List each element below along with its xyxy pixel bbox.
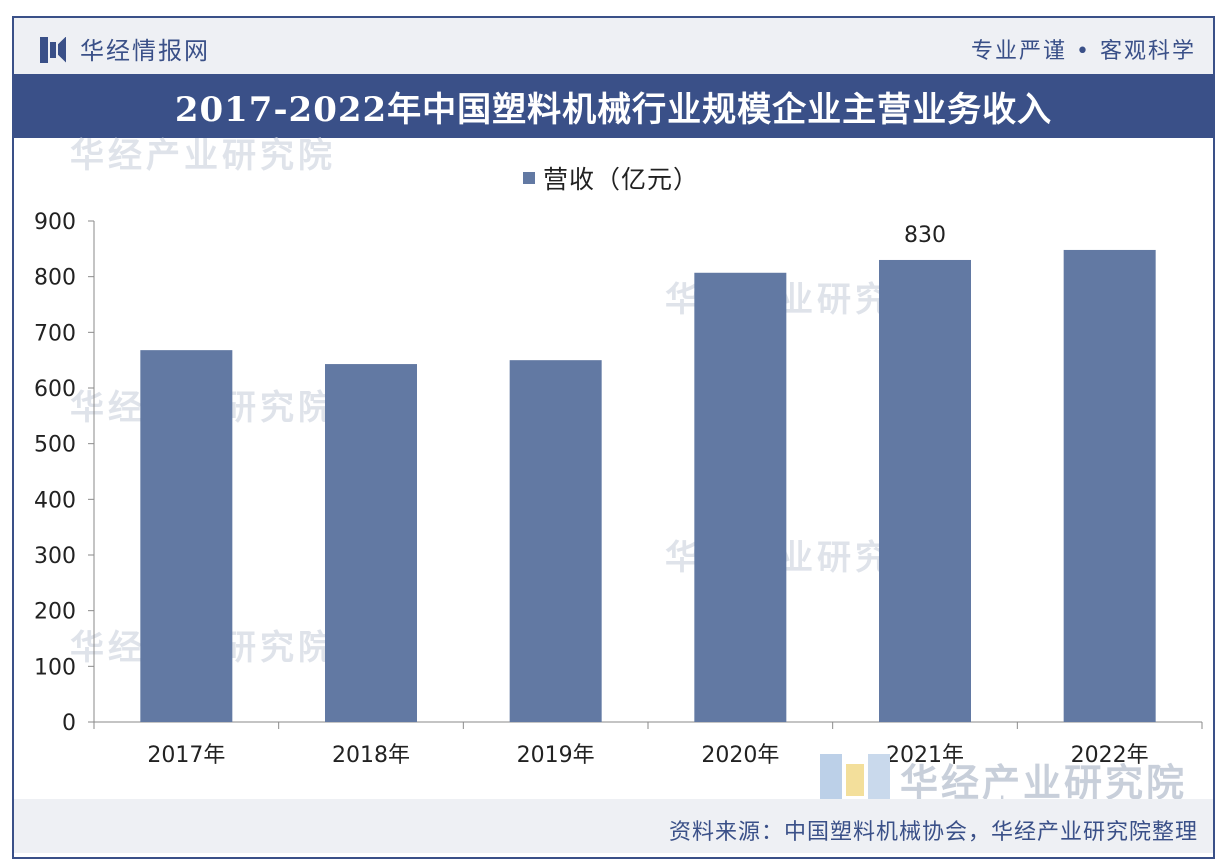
legend-swatch (523, 172, 535, 184)
bar (140, 350, 233, 722)
bar (694, 272, 787, 722)
legend-label: 营收（亿元） (543, 165, 700, 194)
y-tick-label: 0 (62, 711, 76, 736)
bar (879, 259, 971, 722)
x-tick-label: 2017年 (147, 743, 225, 768)
y-tick-label: 500 (34, 433, 76, 458)
watermark-bottom: 华经产业研究院 (820, 752, 1187, 807)
data-label: 830 (904, 223, 946, 248)
watermark-logo-icon (820, 753, 890, 806)
y-tick-label: 800 (34, 266, 76, 291)
bar (325, 364, 417, 722)
brand: 华经情报网 (40, 31, 210, 66)
legend: 营收（亿元） (523, 160, 699, 196)
x-tick-label: 2018年 (332, 743, 410, 768)
y-tick-label: 300 (34, 544, 76, 569)
y-tick-label: 400 (34, 488, 76, 513)
footer-bar (14, 799, 1213, 853)
title-bar: 2017-2022年中国塑料机械行业规模企业主营业务收入 (14, 74, 1213, 138)
y-tick-label: 900 (34, 210, 76, 235)
watermark-brand: 华经产业研究院 (900, 761, 1188, 805)
slogan: 专业严谨 • 客观科学 (971, 39, 1196, 64)
y-tick-label: 100 (34, 655, 76, 680)
bar (1063, 249, 1156, 723)
x-tick-label: 2022年 (1071, 743, 1149, 768)
y-tick-label: 600 (34, 377, 76, 402)
source-note: 资料来源：中国塑料机械协会，华经产业研究院整理 (668, 820, 1198, 845)
x-tick-label: 2019年 (517, 743, 595, 768)
x-tick-label: 2021年 (886, 743, 964, 768)
top-bar (14, 18, 1213, 74)
bar (509, 360, 602, 722)
x-tick-label: 2020年 (701, 743, 779, 768)
brand-name: 华经情报网 (80, 37, 210, 65)
chart-title: 2017-2022年中国塑料机械行业规模企业主营业务收入 (174, 89, 1053, 130)
y-tick-label: 200 (34, 600, 76, 625)
y-tick-label: 700 (34, 321, 76, 346)
brand-logo-icon (40, 35, 66, 63)
